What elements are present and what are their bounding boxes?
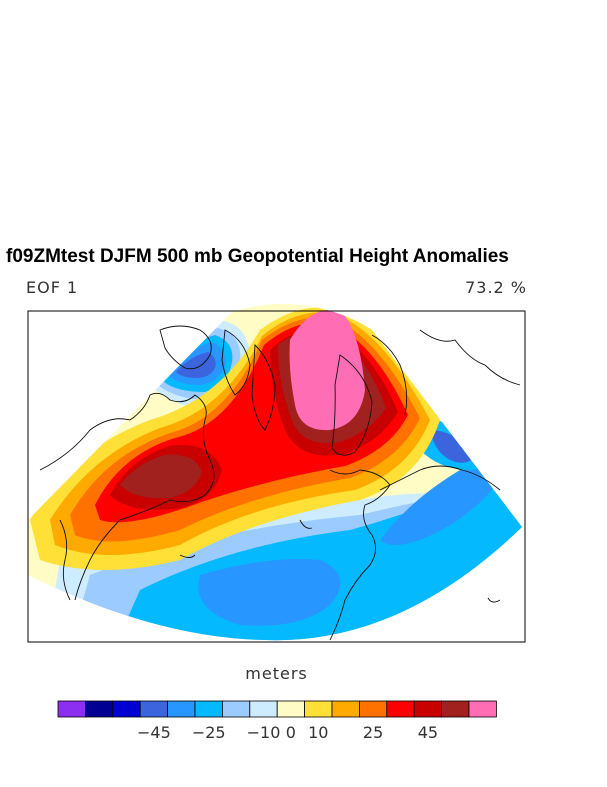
color-bar-tick-label: −25	[192, 723, 226, 742]
color-bar-swatch	[194, 700, 223, 718]
color-bar-swatch	[221, 700, 251, 718]
eof-label: EOF 1	[26, 278, 79, 297]
positive-anomaly-band	[30, 307, 440, 570]
color-bar-tick-label: −45	[137, 723, 171, 742]
color-bar-swatch	[331, 700, 360, 718]
map-frame	[27, 310, 526, 643]
color-bar-tick-label: 45	[418, 723, 438, 742]
color-bar-swatch	[167, 700, 196, 718]
color-bar-tick-label: 25	[363, 723, 383, 742]
units-label: meters	[245, 664, 308, 683]
color-bar-swatch	[249, 700, 278, 718]
color-bar-tick-label: 0	[286, 723, 296, 742]
anomaly-field	[28, 304, 522, 641]
color-bar-swatch	[112, 700, 141, 718]
variance-explained: 73.2 %	[465, 278, 527, 297]
coastlines	[39, 325, 521, 641]
color-bar-swatch	[358, 700, 388, 718]
color-bar-tick-label: 10	[308, 723, 328, 742]
color-bar-swatch	[386, 700, 415, 718]
color-bar-swatch	[85, 700, 114, 718]
color-bar-swatch	[139, 700, 168, 718]
color-bar-swatch	[413, 700, 443, 718]
color-bar-labels: −45 −25 −10 0 10 25 45	[137, 723, 438, 742]
color-bar	[57, 700, 497, 718]
plot-title: f09ZMtest DJFM 500 mb Geopotential Heigh…	[6, 246, 509, 267]
color-bar-swatch	[276, 700, 306, 718]
color-bar-swatch	[468, 700, 497, 718]
color-bar-tick-label: −10	[247, 723, 281, 742]
color-bar-swatch	[441, 700, 470, 718]
color-bar-swatch	[57, 700, 86, 718]
color-bar-swatch	[304, 700, 333, 718]
